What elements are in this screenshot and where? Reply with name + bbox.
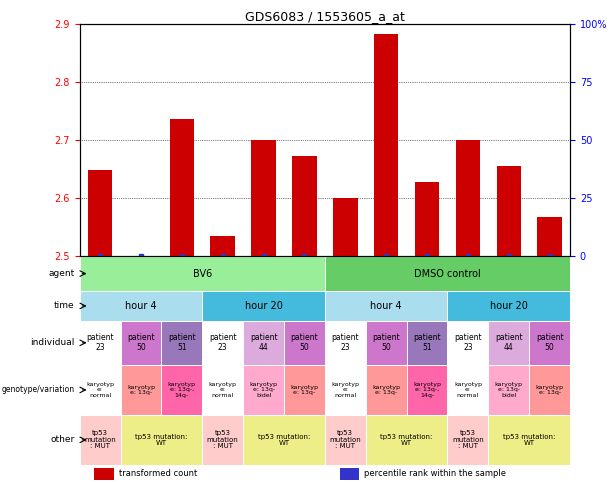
FancyBboxPatch shape [325, 365, 366, 415]
Text: karyotyp
e: 13q-,
14q-: karyotyp e: 13q-, 14q- [168, 382, 196, 398]
FancyBboxPatch shape [243, 415, 325, 465]
FancyBboxPatch shape [121, 415, 202, 465]
FancyBboxPatch shape [325, 415, 366, 465]
Text: patient
44: patient 44 [495, 333, 523, 352]
Text: patient
51: patient 51 [413, 333, 441, 352]
FancyBboxPatch shape [121, 321, 161, 365]
Text: patient
44: patient 44 [249, 333, 278, 352]
Text: karyotyp
e: 13q-
bidel: karyotyp e: 13q- bidel [249, 382, 278, 398]
Text: karyotyp
e: 13q-,
14q-: karyotyp e: 13q-, 14q- [413, 382, 441, 398]
Text: patient
50: patient 50 [291, 333, 318, 352]
Text: individual: individual [31, 338, 75, 347]
FancyBboxPatch shape [243, 321, 284, 365]
Text: karyotyp
e:
normal: karyotyp e: normal [86, 382, 114, 398]
FancyBboxPatch shape [529, 321, 570, 365]
FancyBboxPatch shape [202, 365, 243, 415]
Text: patient
23: patient 23 [209, 333, 237, 352]
Bar [333, 198, 357, 256]
FancyBboxPatch shape [366, 321, 406, 365]
FancyBboxPatch shape [325, 291, 447, 321]
FancyBboxPatch shape [447, 291, 570, 321]
FancyBboxPatch shape [489, 321, 529, 365]
Text: hour 4: hour 4 [370, 301, 402, 311]
Bar [455, 140, 480, 256]
Bar [292, 156, 317, 256]
Text: tp53
mutation
: MUT: tp53 mutation : MUT [452, 430, 484, 449]
Bar [210, 236, 235, 256]
FancyBboxPatch shape [284, 321, 325, 365]
FancyBboxPatch shape [80, 291, 202, 321]
Text: time: time [54, 301, 75, 311]
Text: karyotyp
e:
normal: karyotyp e: normal [454, 382, 482, 398]
Bar [94, 468, 114, 480]
Bar [374, 34, 398, 256]
Text: BV6: BV6 [192, 269, 212, 279]
Text: patient
23: patient 23 [332, 333, 359, 352]
Text: karyotyp
e: 13q-: karyotyp e: 13q- [536, 385, 564, 395]
Text: tp53 mutation:
WT: tp53 mutation: WT [135, 434, 188, 446]
FancyBboxPatch shape [447, 365, 489, 415]
Text: karyotyp
e: 13q-: karyotyp e: 13q- [127, 385, 155, 395]
FancyBboxPatch shape [325, 321, 366, 365]
Text: tp53 mutation:
WT: tp53 mutation: WT [503, 434, 555, 446]
FancyBboxPatch shape [325, 256, 570, 291]
FancyBboxPatch shape [447, 321, 489, 365]
FancyBboxPatch shape [80, 256, 325, 291]
Text: DMSO control: DMSO control [414, 269, 481, 279]
Text: hour 4: hour 4 [125, 301, 157, 311]
Text: patient
50: patient 50 [372, 333, 400, 352]
Text: patient
23: patient 23 [86, 333, 114, 352]
Title: GDS6083 / 1553605_a_at: GDS6083 / 1553605_a_at [245, 10, 405, 23]
Bar [497, 166, 521, 256]
FancyBboxPatch shape [447, 415, 489, 465]
Text: karyotyp
e:
normal: karyotyp e: normal [208, 382, 237, 398]
Bar [415, 182, 440, 256]
FancyBboxPatch shape [366, 415, 447, 465]
Text: tp53
mutation
: MUT: tp53 mutation : MUT [329, 430, 361, 449]
Text: karyotyp
e: 13q-
bidel: karyotyp e: 13q- bidel [495, 382, 523, 398]
FancyBboxPatch shape [202, 291, 325, 321]
Text: transformed count: transformed count [119, 469, 197, 479]
Text: patient
23: patient 23 [454, 333, 482, 352]
Bar [340, 468, 359, 480]
Bar [88, 170, 112, 256]
FancyBboxPatch shape [161, 365, 202, 415]
Bar [538, 216, 562, 256]
Text: patient
50: patient 50 [536, 333, 563, 352]
FancyBboxPatch shape [121, 365, 161, 415]
Text: other: other [50, 435, 75, 444]
Text: percentile rank within the sample: percentile rank within the sample [364, 469, 506, 479]
Text: hour 20: hour 20 [490, 301, 528, 311]
FancyBboxPatch shape [80, 365, 121, 415]
Text: karyotyp
e: 13q-: karyotyp e: 13q- [372, 385, 400, 395]
FancyBboxPatch shape [489, 365, 529, 415]
FancyBboxPatch shape [243, 365, 284, 415]
FancyBboxPatch shape [284, 365, 325, 415]
FancyBboxPatch shape [161, 321, 202, 365]
FancyBboxPatch shape [529, 365, 570, 415]
Text: tp53 mutation:
WT: tp53 mutation: WT [258, 434, 310, 446]
Text: patient
50: patient 50 [127, 333, 155, 352]
Text: tp53
mutation
: MUT: tp53 mutation : MUT [207, 430, 238, 449]
FancyBboxPatch shape [406, 321, 447, 365]
Text: tp53
mutation
: MUT: tp53 mutation : MUT [84, 430, 116, 449]
FancyBboxPatch shape [202, 321, 243, 365]
Text: genotype/variation: genotype/variation [2, 385, 75, 395]
Text: karyotyp
e:
normal: karyotyp e: normal [331, 382, 359, 398]
FancyBboxPatch shape [366, 365, 406, 415]
FancyBboxPatch shape [202, 415, 243, 465]
Text: tp53 mutation:
WT: tp53 mutation: WT [381, 434, 433, 446]
Text: patient
51: patient 51 [168, 333, 196, 352]
FancyBboxPatch shape [80, 321, 121, 365]
Text: karyotyp
e: 13q-: karyotyp e: 13q- [291, 385, 319, 395]
FancyBboxPatch shape [406, 365, 447, 415]
Text: agent: agent [48, 269, 75, 278]
Text: hour 20: hour 20 [245, 301, 283, 311]
Bar [170, 119, 194, 256]
Bar [251, 140, 276, 256]
FancyBboxPatch shape [489, 415, 570, 465]
FancyBboxPatch shape [80, 415, 121, 465]
